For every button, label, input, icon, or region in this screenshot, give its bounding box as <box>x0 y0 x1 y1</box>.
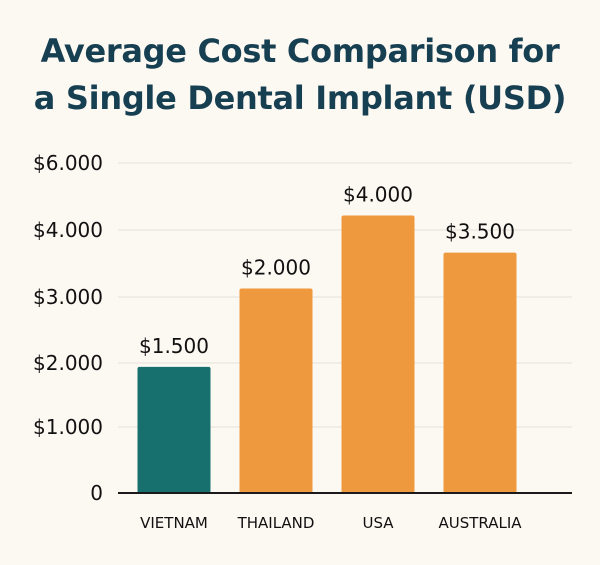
y-tick-label: $2.000 <box>33 351 103 375</box>
category-label: USA <box>362 514 394 532</box>
chart-title: Average Cost Comparison for a Single Den… <box>0 28 600 122</box>
data-label: $1.500 <box>139 334 209 358</box>
data-label: $4.000 <box>343 182 413 206</box>
data-label: $3.500 <box>445 220 515 244</box>
category-label: THAILAND <box>237 514 315 532</box>
y-tick-label: $3.000 <box>33 285 103 309</box>
y-tick-label: 0 <box>90 481 103 505</box>
y-tick-label: $6.000 <box>33 151 103 175</box>
chart-title-line-2: a Single Dental Implant (USD) <box>33 79 567 117</box>
data-label: $2.000 <box>241 255 311 279</box>
bar <box>443 252 517 493</box>
y-tick-label: $1.000 <box>33 415 103 439</box>
bar <box>239 288 313 493</box>
category-label: VIETNAM <box>140 514 208 532</box>
category-label: AUSTRALIA <box>438 514 522 532</box>
bar <box>341 215 415 493</box>
y-tick-label: $4.000 <box>33 218 103 242</box>
bar <box>137 366 211 493</box>
chart-title-line-1: Average Cost Comparison for <box>40 32 560 70</box>
